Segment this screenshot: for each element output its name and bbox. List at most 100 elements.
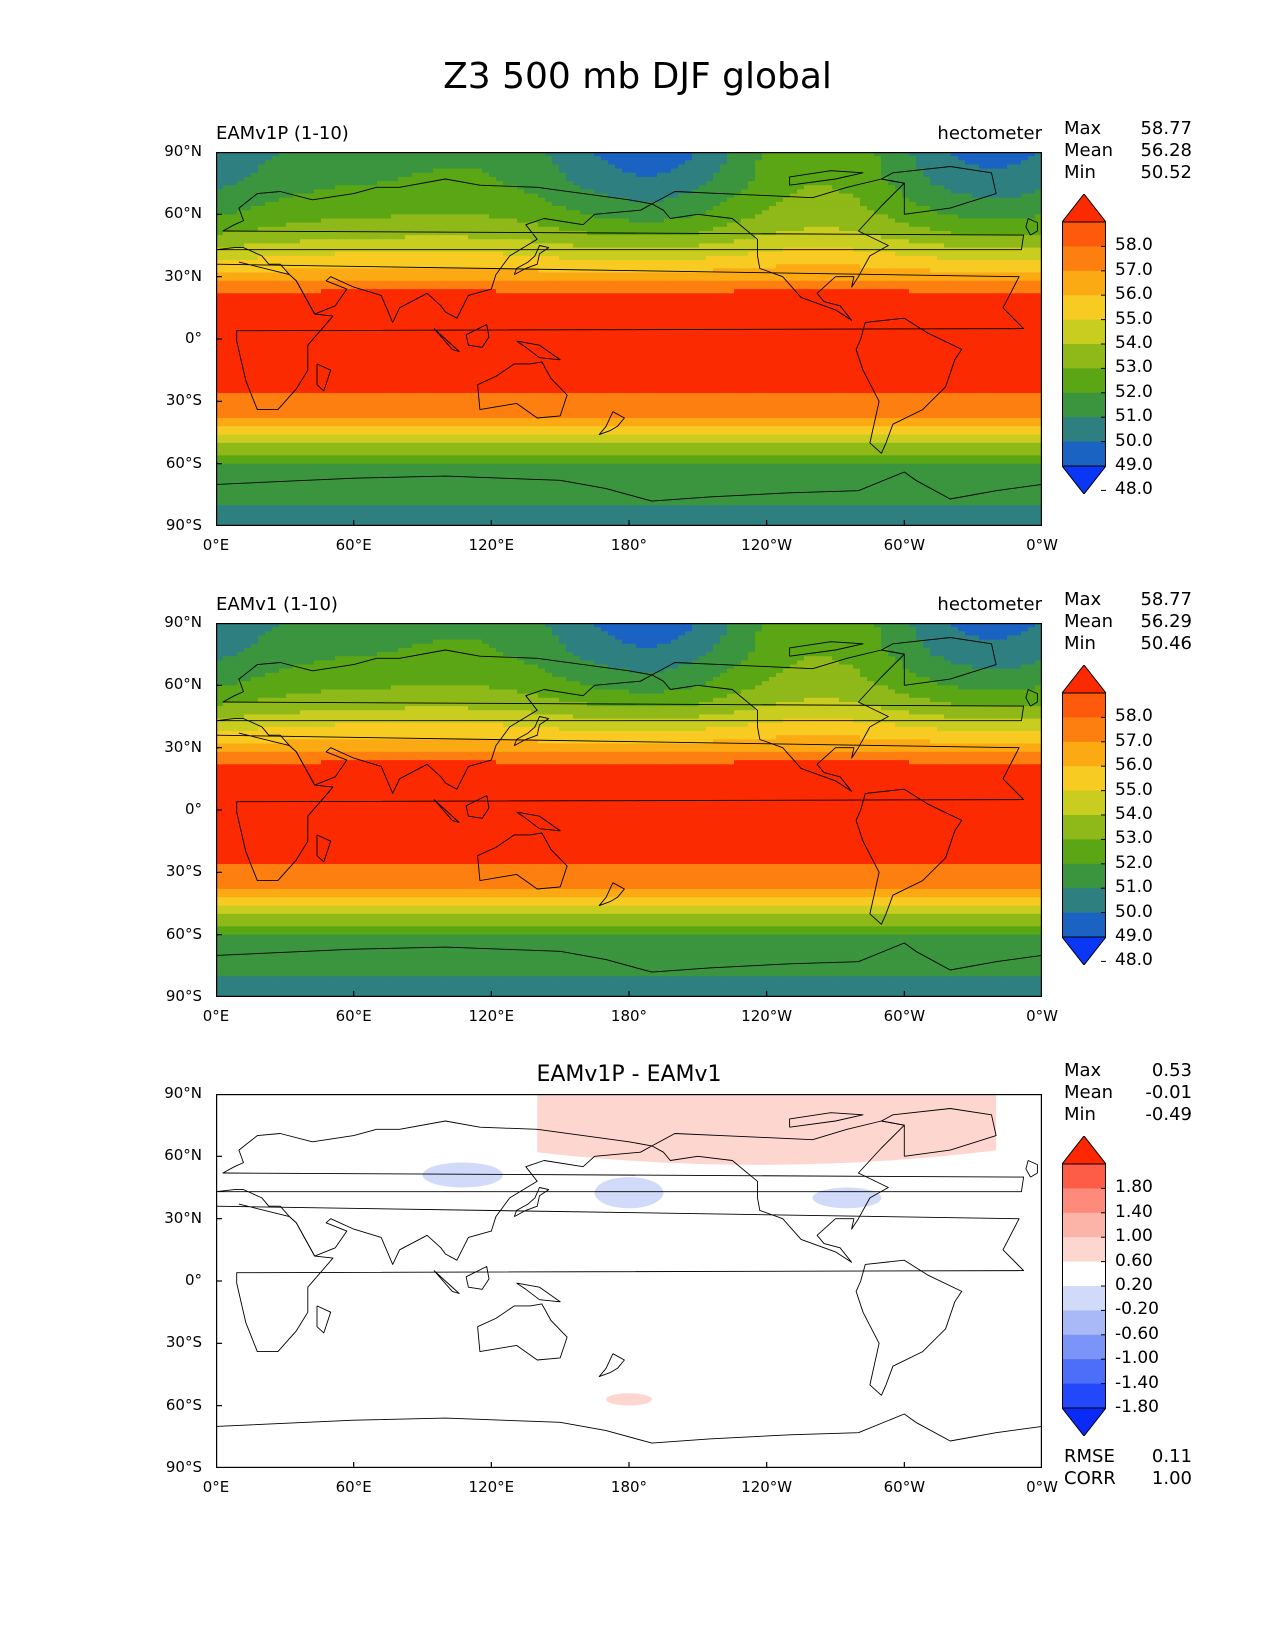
field-cell: [1000, 318, 1008, 323]
field-cell: [979, 193, 987, 199]
field-cell: [1007, 176, 1015, 182]
field-cell: [818, 168, 826, 174]
field-cell: [748, 181, 756, 186]
field-cell: [440, 318, 448, 323]
field-cell: [251, 255, 259, 261]
field-cell: [650, 189, 658, 195]
field-cell: [1035, 164, 1042, 170]
field-cell: [300, 280, 308, 286]
field-cell: [531, 218, 539, 224]
field-cell: [944, 218, 952, 224]
field-cell: [818, 193, 826, 199]
field-cell: [335, 243, 343, 249]
field-cell: [314, 172, 322, 178]
field-cell: [685, 214, 693, 220]
field-cell: [447, 235, 455, 240]
field-cell: [356, 193, 364, 199]
field-cell: [370, 172, 378, 178]
field-cell: [503, 230, 511, 236]
field-cell: [433, 152, 441, 157]
field-cell: [454, 189, 462, 195]
field-cell: [594, 226, 602, 232]
field-cell: [230, 305, 238, 311]
field-cell: [930, 230, 938, 236]
field-cell: [895, 181, 903, 186]
field-cell: [825, 176, 833, 182]
field-cell: [426, 189, 434, 195]
field-cell: [930, 289, 938, 294]
field-cell: [314, 301, 322, 307]
field-cell: [713, 272, 721, 278]
field-cell: [888, 160, 896, 166]
field-cell: [300, 322, 308, 328]
field-cell: [482, 218, 490, 224]
field-cell: [440, 185, 448, 190]
field-cell: [538, 152, 546, 157]
field-cell: [755, 156, 763, 161]
field-cell: [916, 156, 924, 161]
field-cell: [314, 289, 322, 294]
field-cell: [986, 309, 994, 315]
field-cell: [678, 264, 686, 269]
field-cell: [321, 305, 329, 311]
field-cell: [965, 284, 973, 290]
field-cell: [650, 197, 658, 203]
field-cell: [755, 226, 763, 232]
field-cell: [230, 314, 238, 319]
field-cell: [265, 226, 273, 232]
field-cell: [258, 326, 266, 332]
field-cell: [860, 322, 868, 328]
field-cell: [370, 193, 378, 199]
field-cell: [538, 206, 546, 211]
field-cell: [874, 235, 882, 240]
field-cell: [720, 181, 728, 186]
field-cell: [692, 185, 700, 190]
field-cell: [937, 284, 945, 290]
field-cell: [930, 185, 938, 190]
field-cell: [335, 206, 343, 211]
field-cell: [916, 301, 924, 307]
field-cell: [566, 172, 574, 178]
field-cell: [1021, 152, 1029, 157]
field-cell: [258, 260, 266, 265]
field-cell: [503, 185, 511, 190]
field-cell: [335, 176, 343, 182]
field-cell: [573, 176, 581, 182]
field-cell: [909, 260, 917, 265]
field-cell: [678, 268, 686, 274]
field-cell: [748, 214, 756, 220]
field-cell: [951, 197, 959, 203]
field-cell: [727, 197, 735, 203]
field-cell: [636, 284, 644, 290]
field-cell: [496, 289, 504, 294]
field-cell: [972, 255, 980, 261]
field-cell: [951, 251, 959, 257]
field-cell: [839, 230, 847, 236]
field-cell: [685, 268, 693, 274]
field-cell: [370, 297, 378, 303]
field-cell: [419, 168, 427, 174]
field-cell: [1035, 289, 1042, 294]
field-cell: [727, 193, 735, 199]
field-cell: [881, 156, 889, 161]
field-cell: [545, 260, 553, 265]
field-cell: [272, 210, 280, 215]
field-cell: [412, 268, 420, 274]
field-cell: [279, 235, 287, 240]
field-cell: [783, 235, 791, 240]
field-cell: [286, 168, 294, 174]
field-cell: [1035, 168, 1042, 174]
field-cell: [818, 152, 826, 157]
field-cell: [986, 160, 994, 166]
field-cell: [517, 218, 525, 224]
field-cell: [944, 255, 952, 261]
field-cell: [566, 268, 574, 274]
field-cell: [986, 293, 994, 299]
field-cell: [503, 201, 511, 207]
field-cell: [944, 201, 952, 207]
field-cell: [902, 264, 910, 269]
field-cell: [419, 243, 427, 249]
field-cell: [881, 218, 889, 224]
field-cell: [510, 189, 518, 195]
field-cell: [629, 181, 637, 186]
